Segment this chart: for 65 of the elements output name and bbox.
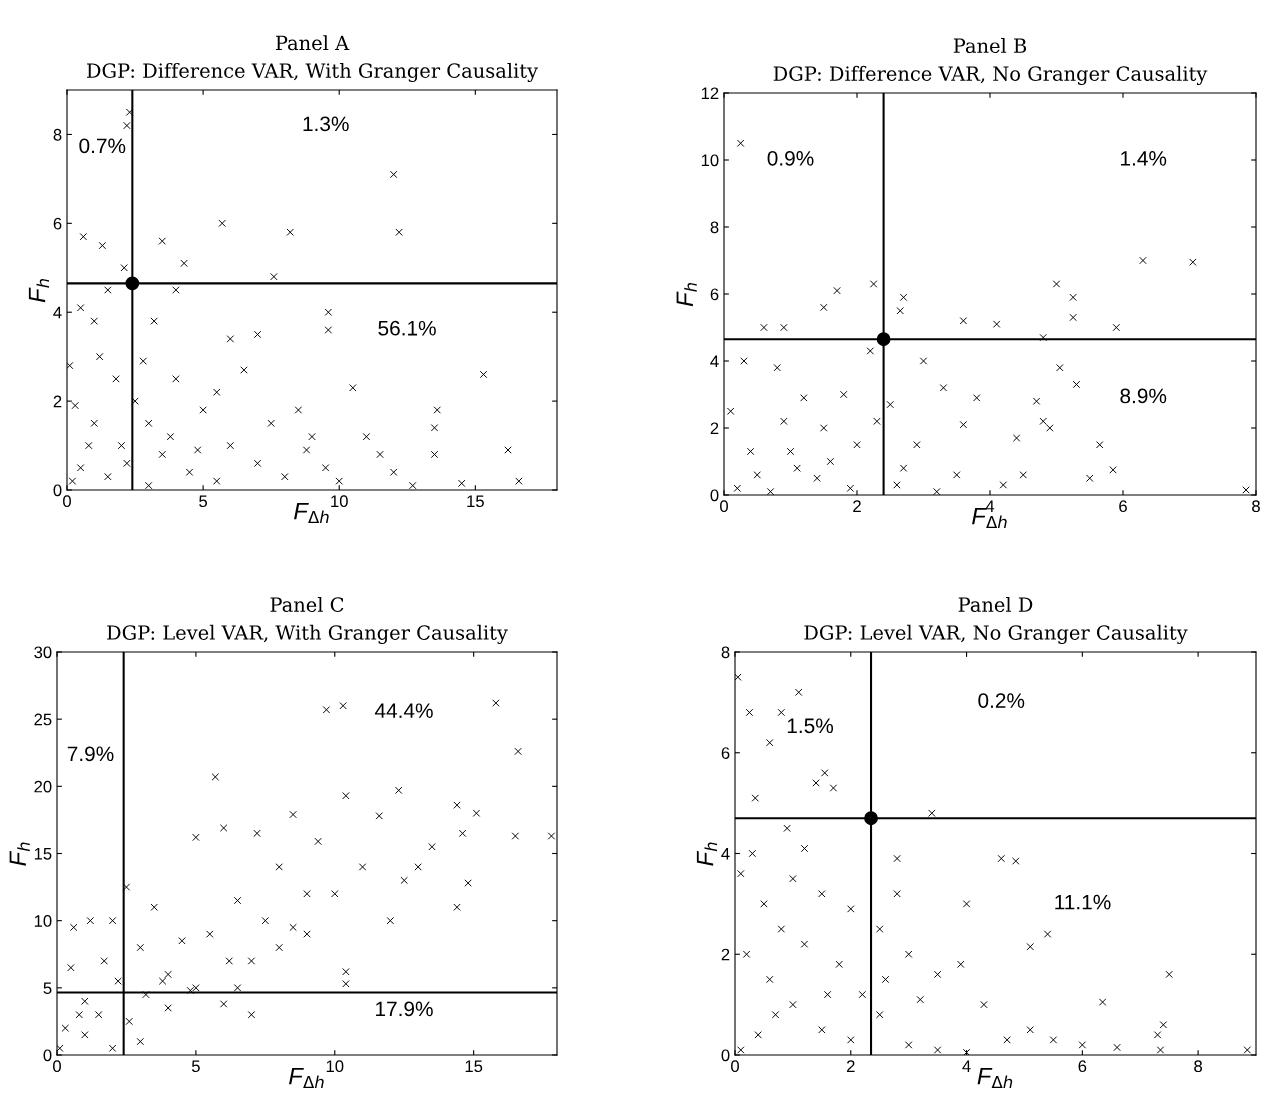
chart-title: Panel D — [958, 596, 1033, 612]
y-tick-label: 2 — [710, 422, 719, 435]
x-tick-label: 15 — [465, 1060, 483, 1073]
y-tick-label: 10 — [701, 154, 719, 167]
annotation: 1.5% — [787, 718, 834, 734]
x-axis-title: F$_{Δh}$ — [977, 1067, 1013, 1088]
y-tick-label: 4 — [53, 306, 62, 319]
y-axis-title: F$_{h}$ — [676, 282, 697, 307]
y-tick-label: 8 — [710, 221, 719, 234]
y-axis-title: F$_{h}$ — [9, 842, 30, 866]
chart-title: Panel B — [953, 38, 1027, 54]
y-tick-label: 0 — [53, 484, 62, 497]
annotation: 7.9% — [67, 746, 114, 762]
chart-subtitle: DGP: Difference VAR, With Granger Causality — [86, 62, 539, 82]
x-tick-label: 0 — [63, 495, 71, 508]
y-tick-label: 10 — [34, 915, 52, 927]
chart-subtitle: DGP: Level VAR, With Granger Causality — [107, 624, 508, 644]
y-tick-label: 6 — [721, 747, 730, 759]
y-tick-label: 6 — [710, 288, 719, 301]
annotation: 44.4% — [374, 703, 433, 718]
x-tick-label: 8 — [1194, 1060, 1203, 1073]
y-tick-label: 20 — [34, 780, 52, 793]
x-axis-title: F$_{Δh}$ — [294, 502, 329, 523]
x-tick-label: 4 — [962, 1060, 971, 1072]
x-tick-label: 6 — [1119, 500, 1127, 513]
x-tick-label: 6 — [1078, 1060, 1087, 1073]
y-tick-label: 0 — [43, 1049, 52, 1062]
annotation: 1.3% — [303, 116, 349, 132]
annotation: 56.1% — [378, 320, 436, 336]
x-tick-label: 5 — [191, 1060, 200, 1073]
y-tick-label: 0 — [721, 1049, 730, 1062]
y-axis-title: F$_{h}$ — [28, 278, 50, 303]
annotation: 17.9% — [376, 1001, 433, 1017]
x-tick-label: 0 — [731, 1060, 739, 1073]
chart-subtitle: DGP: Level VAR, No Granger Causality — [804, 624, 1188, 644]
y-axis-title: F$_{h}$ — [696, 842, 718, 866]
x-axis-title: F$_{Δh}$ — [289, 1067, 324, 1088]
y-tick-label: 6 — [53, 217, 62, 230]
annotation: 0.7% — [79, 138, 126, 154]
y-tick-label: 8 — [721, 646, 730, 659]
y-tick-label: 15 — [34, 848, 52, 860]
annotation: 0.2% — [978, 693, 1025, 708]
y-tick-label: 30 — [34, 646, 52, 659]
annotation: 0.9% — [767, 150, 814, 166]
x-tick-label: 2 — [853, 500, 861, 512]
y-tick-label: 2 — [53, 395, 62, 408]
annotation: 1.4% — [1121, 151, 1167, 166]
annotation: 11.1% — [1055, 894, 1111, 910]
y-tick-label: 4 — [721, 848, 730, 860]
x-tick-label: 2 — [846, 1060, 855, 1072]
y-tick-label: 25 — [34, 713, 52, 726]
y-tick-label: 12 — [701, 87, 719, 100]
x-tick-label: 8 — [1252, 500, 1260, 513]
y-tick-label: 4 — [710, 355, 719, 368]
x-tick-label: 10 — [331, 495, 348, 508]
annotation: 8.9% — [1120, 388, 1167, 404]
x-tick-label: 5 — [199, 495, 208, 508]
x-tick-label: 15 — [467, 495, 484, 508]
chart-title: Panel C — [270, 596, 344, 612]
x-tick-label: 10 — [326, 1060, 344, 1073]
chart-subtitle: DGP: Difference VAR, No Granger Causality — [773, 65, 1208, 85]
y-tick-label: 8 — [53, 128, 62, 141]
y-tick-label: 5 — [43, 982, 52, 995]
y-tick-label: 2 — [721, 948, 730, 961]
chart-title: Panel A — [275, 35, 350, 51]
